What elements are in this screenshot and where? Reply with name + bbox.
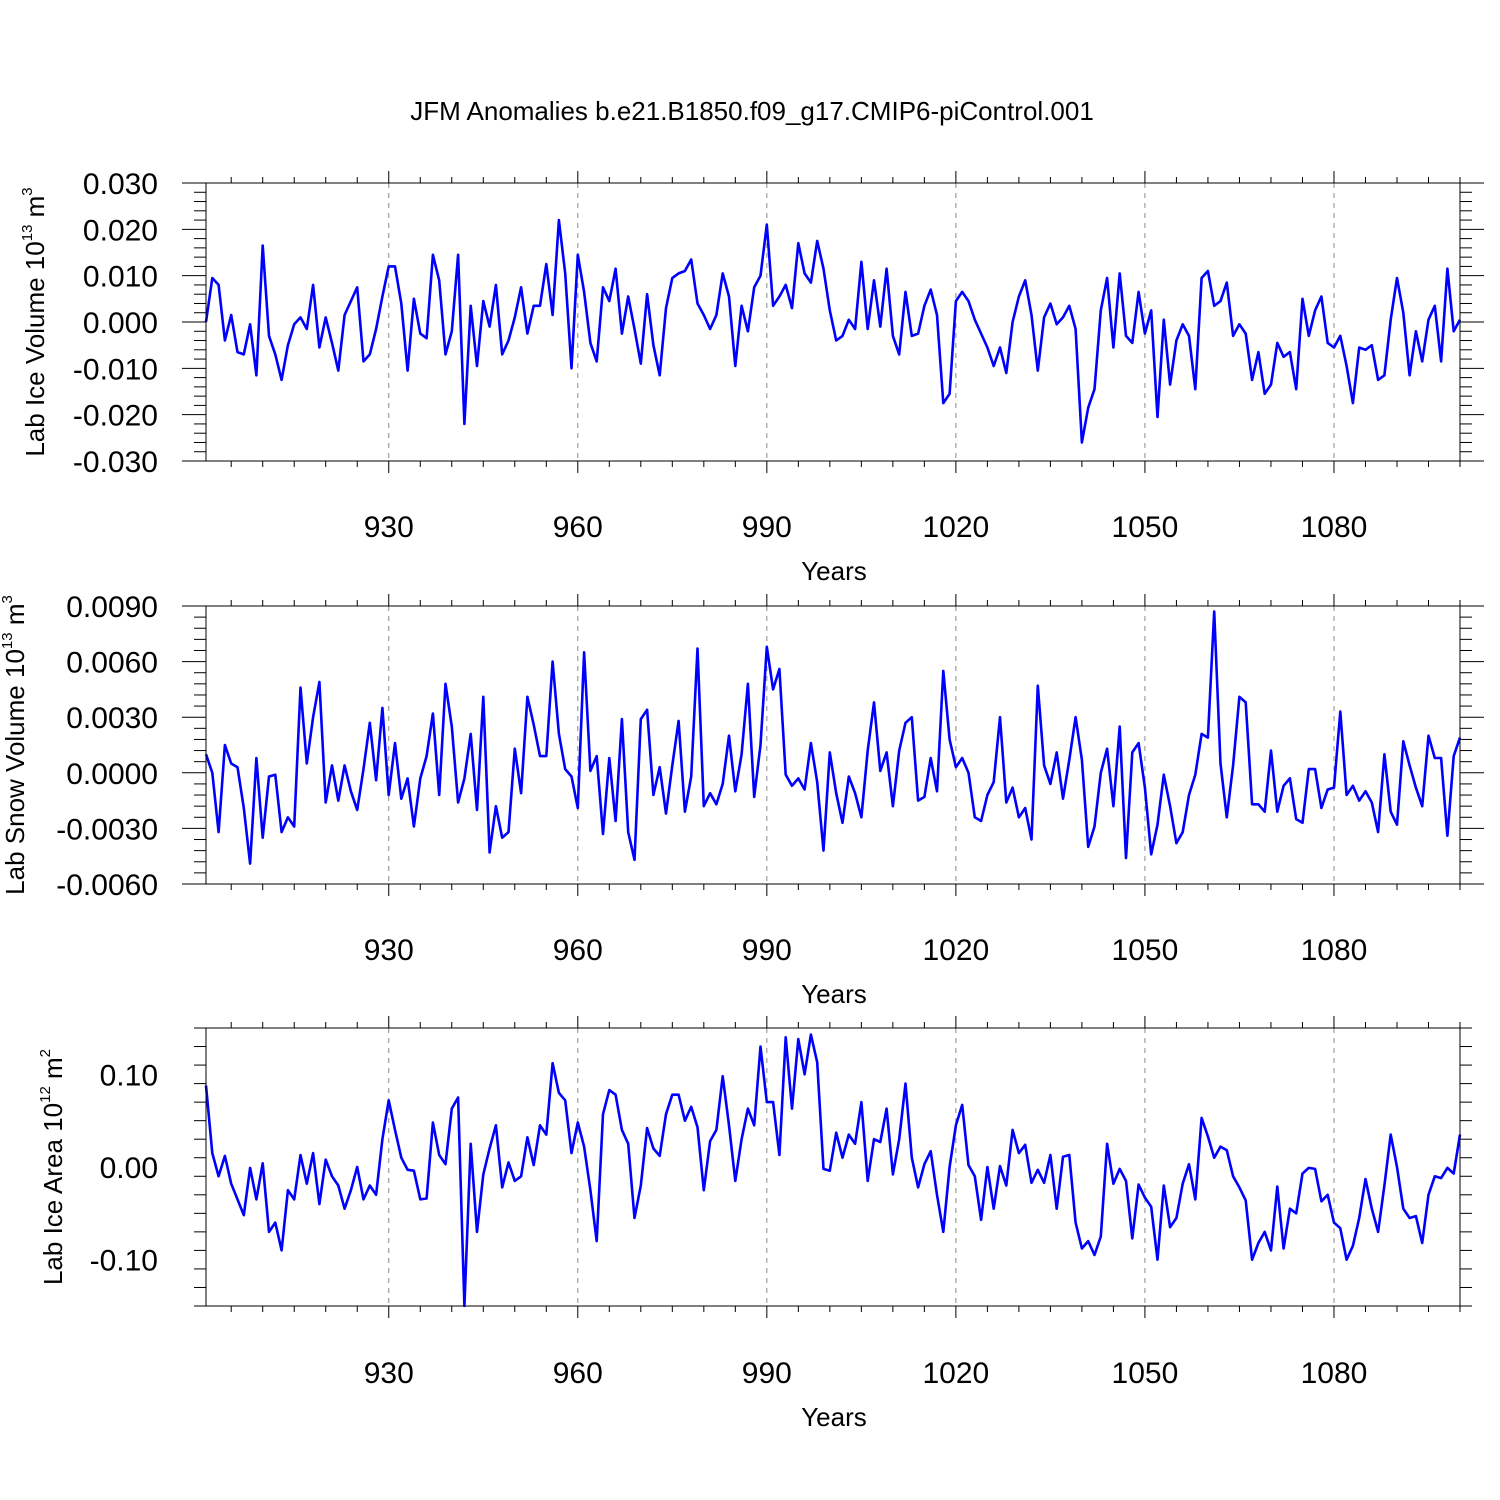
y-tick-label: 0.030: [83, 168, 158, 201]
y-tick-label: -0.010: [73, 353, 158, 386]
y-tick-label: 0.010: [83, 261, 158, 294]
y-tick-label: 0.0030: [66, 702, 158, 735]
x-tick-label: 1050: [1112, 511, 1179, 544]
chart-panel-3: -0.10 0.00 0.10 930 960 990 1020 1050 1080 Years L…: [37, 1016, 1472, 1432]
data-series-line: [204, 218, 1462, 444]
chart-title: JFM Anomalies b.e21.B1850.f09_g17.CMIP6-…: [410, 96, 1094, 126]
x-tick-label: 960: [553, 511, 603, 544]
y-tick-label: -0.030: [73, 446, 158, 479]
x-tick-label: 1020: [923, 934, 990, 967]
y-tick-label: 0.000: [83, 307, 158, 340]
chart-panel-2: -0.0060 -0.0030 0.0000 0.0030 0.0060 0.0090 93…: [0, 591, 1484, 1009]
x-axis-label: Years: [801, 979, 867, 1009]
data-series-line: [204, 1033, 1462, 1308]
x-tick-label: 1050: [1112, 1357, 1179, 1390]
x-axis-label: Years: [801, 1402, 867, 1432]
y-tick-label: 0.00: [100, 1152, 158, 1185]
y-tick-label: 0.10: [100, 1059, 158, 1092]
y-tick-label: 0.0000: [66, 758, 158, 791]
x-tick-label: 930: [364, 1357, 414, 1390]
x-tick-label: 1080: [1301, 511, 1368, 544]
x-tick-label: 960: [553, 1357, 603, 1390]
x-tick-label: 990: [742, 511, 792, 544]
y-tick-label: -0.10: [90, 1245, 158, 1278]
y-axis-label: Lab Ice Volume 1013 m3: [19, 187, 50, 456]
data-series-line: [204, 610, 1462, 865]
y-tick-label: -0.0030: [56, 813, 158, 846]
y-tick-label: 0.020: [83, 214, 158, 247]
y-tick-label: 0.0060: [66, 647, 158, 680]
y-axis-label: Lab Snow Volume 1013 m3: [0, 595, 30, 895]
y-axis-label: Lab Ice Area 1012 m2: [37, 1049, 68, 1285]
plot-frame: [205, 182, 1461, 462]
x-tick-label: 990: [742, 1357, 792, 1390]
plot-frame: [205, 605, 1461, 885]
y-tick-label: -0.0060: [56, 869, 158, 902]
x-tick-label: 930: [364, 511, 414, 544]
x-tick-label: 1080: [1301, 1357, 1368, 1390]
y-tick-label: -0.020: [73, 400, 158, 433]
y-tick-label: 0.0090: [66, 591, 158, 624]
x-tick-label: 990: [742, 934, 792, 967]
x-tick-label: 1050: [1112, 934, 1179, 967]
x-tick-label: 960: [553, 934, 603, 967]
x-tick-label: 930: [364, 934, 414, 967]
plot-frame: [205, 1027, 1461, 1307]
x-tick-label: 1020: [923, 511, 990, 544]
x-tick-label: 1080: [1301, 934, 1368, 967]
x-axis-label: Years: [801, 556, 867, 586]
chart-panel-1: -0.030 -0.020 -0.010 0.000 0.010 0.020 0.030 93…: [19, 168, 1484, 586]
x-tick-label: 1020: [923, 1357, 990, 1390]
